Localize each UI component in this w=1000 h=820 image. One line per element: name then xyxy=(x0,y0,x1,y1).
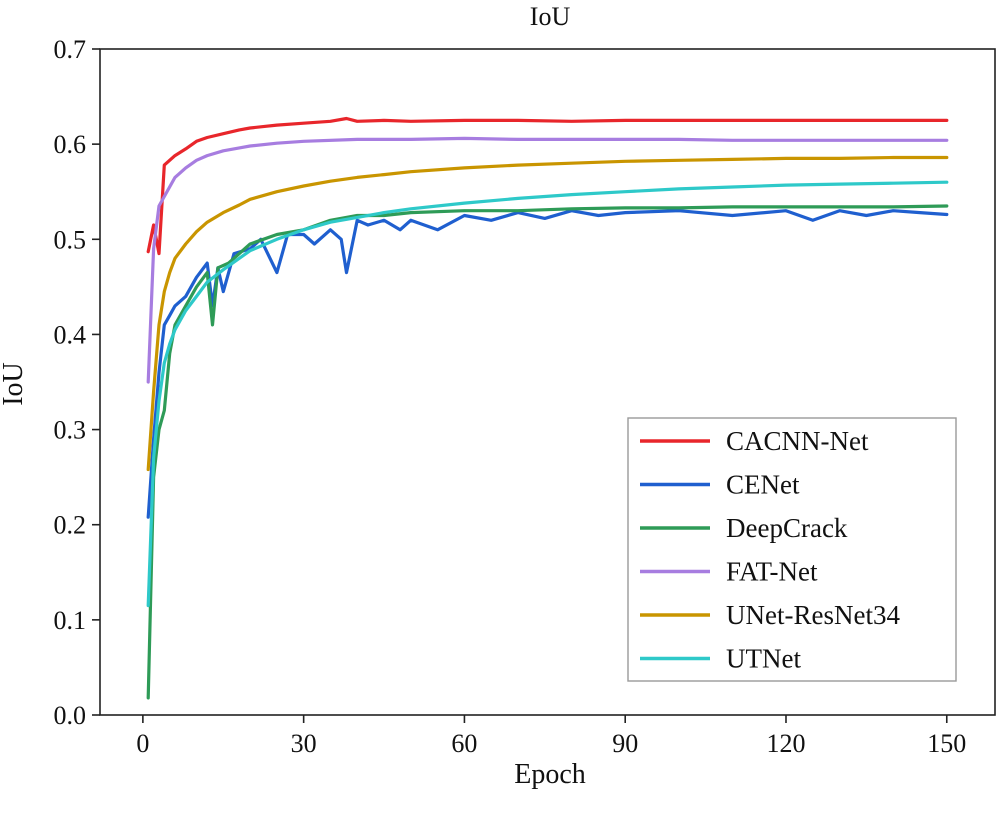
legend-label-utnet: UTNet xyxy=(726,644,801,674)
y-tick-label: 0.2 xyxy=(54,511,87,540)
legend-label-unet-resnet34: UNet-ResNet34 xyxy=(726,600,900,630)
series-line-cacnn-net xyxy=(146,116,949,256)
legend-label-fat-net: FAT-Net xyxy=(726,557,818,587)
x-tick-label: 90 xyxy=(612,729,638,758)
series-line-cenet xyxy=(146,209,949,519)
x-axis: 0 30 60 90 120 150 xyxy=(136,715,966,758)
x-tick-label: 0 xyxy=(136,729,149,758)
y-axis-label: IoU xyxy=(0,362,29,406)
legend-label-deepcrack: DeepCrack xyxy=(726,513,848,543)
y-tick-label: 0.3 xyxy=(54,416,87,445)
y-tick-label: 0.1 xyxy=(54,606,87,635)
y-tick-label: 0.0 xyxy=(54,701,87,730)
x-tick-label: 120 xyxy=(766,729,805,758)
y-tick-label: 0.6 xyxy=(54,130,87,159)
series-line-unet-resnet34 xyxy=(146,155,949,472)
legend-label-cacnn-net: CACNN-Net xyxy=(726,426,869,456)
series-line-fat-net xyxy=(146,136,949,384)
series-line-utnet xyxy=(146,180,949,608)
x-tick-label: 60 xyxy=(451,729,477,758)
legend-box xyxy=(627,417,957,682)
y-tick-label: 0.4 xyxy=(54,320,87,349)
y-tick-label: 0.7 xyxy=(54,35,87,64)
series-layer xyxy=(146,116,949,700)
x-tick-label: 150 xyxy=(927,729,966,758)
chart-title: IoU xyxy=(530,2,571,31)
x-tick-label: 30 xyxy=(291,729,317,758)
x-axis-label: Epoch xyxy=(514,759,586,790)
y-axis: 0.0 0.1 0.2 0.3 0.4 0.5 0.6 0.7 xyxy=(54,35,100,730)
plot-frame xyxy=(99,48,996,716)
legend-label-cenet: CENet xyxy=(726,470,800,500)
y-tick-label: 0.5 xyxy=(54,225,87,254)
legend: CACNN-Net CENet DeepCrack FAT-Net UNet-ResNe… xyxy=(627,417,957,682)
